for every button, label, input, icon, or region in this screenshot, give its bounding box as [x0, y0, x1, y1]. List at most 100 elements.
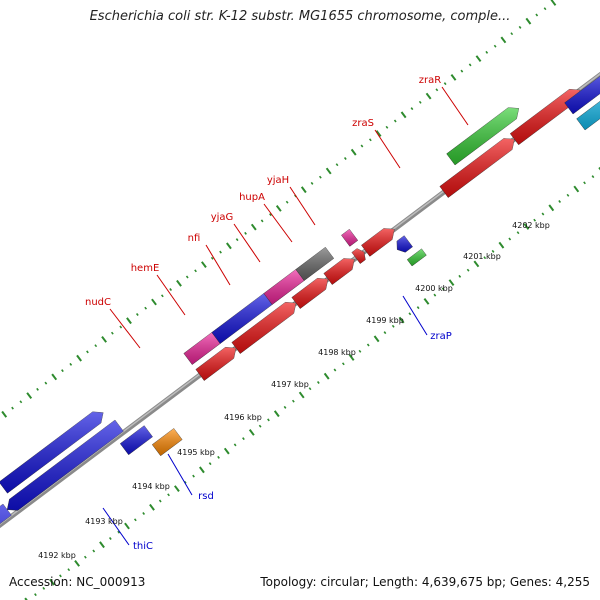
inner-tick: [583, 181, 586, 185]
gene-label-zraS[interactable]: zraS: [352, 118, 374, 129]
leader-zraR: [441, 86, 469, 126]
gene-label-zraP[interactable]: zraP: [430, 331, 452, 342]
leader-yjaH: [289, 186, 316, 226]
gene-hemE-shade: [211, 293, 273, 344]
inner-tick: [423, 298, 430, 305]
gene-yjaG-shade: [295, 247, 334, 281]
inner-tick: [99, 541, 105, 549]
leader-thiC: [102, 507, 130, 546]
gene-label-nudC[interactable]: nudC: [85, 297, 111, 308]
inner-tick: [108, 537, 112, 540]
outer-tick: [19, 400, 23, 404]
outer-tick: [126, 317, 132, 325]
scale-label: 4196 kbp: [224, 413, 262, 422]
gene-zraS-part-shade: [439, 138, 515, 198]
outer-tick: [500, 36, 507, 44]
gene-label-zraR[interactable]: zraR: [419, 75, 441, 86]
outer-tick: [443, 82, 447, 86]
gene-label-hupA[interactable]: hupA: [239, 192, 265, 203]
inner-tick: [473, 260, 480, 268]
gene-reverse-shade: [7, 420, 124, 511]
inner-tick: [383, 331, 387, 335]
inner-tick: [59, 574, 62, 578]
outer-tick: [518, 25, 522, 29]
leader-rsd: [167, 453, 193, 496]
outer-tick: [543, 7, 547, 11]
gene-zraP-shade: [407, 248, 427, 266]
inner-tick: [316, 381, 320, 384]
inner-tick: [233, 443, 237, 447]
label-leaders: [102, 86, 469, 546]
outer-tick: [368, 138, 372, 142]
outer-tick: [550, 0, 557, 6]
outer-tick: [235, 238, 239, 242]
gene-label-thiC[interactable]: thiC: [133, 541, 153, 552]
gene-label-rsd[interactable]: rsd: [198, 491, 214, 502]
inner-tick: [42, 586, 46, 590]
gene-reverse-shade: [0, 504, 12, 524]
inner-tick: [124, 522, 130, 530]
inner-tick: [192, 474, 195, 478]
gene-label-hemE[interactable]: hemE: [131, 263, 160, 274]
outer-tick: [69, 362, 73, 366]
inner-tick: [433, 293, 437, 297]
scale-label: 4198 kbp: [318, 348, 356, 357]
gene-forward-shade: [231, 302, 296, 354]
inner-tick: [398, 316, 405, 324]
outer-tick: [385, 125, 389, 129]
inner-tick: [167, 493, 170, 497]
gene-label-nfi[interactable]: nfi: [188, 233, 201, 244]
outer-tick: [335, 163, 339, 167]
outer-tick: [101, 336, 107, 343]
inner-tick: [74, 559, 80, 567]
gene-forward-shade: [576, 101, 600, 130]
inner-tick: [273, 410, 280, 418]
outer-tick: [535, 13, 539, 17]
outer-tick: [11, 406, 14, 410]
inner-tick: [341, 362, 345, 366]
gene-forward-shade: [195, 347, 236, 381]
outer-tick: [194, 269, 197, 273]
scale-label: 4193 kbp: [85, 517, 123, 526]
inner-tick: [491, 249, 495, 253]
inner-tick: [391, 324, 395, 328]
outer-tick: [94, 344, 98, 348]
outer-tick: [325, 167, 332, 175]
gene-label-yjaG[interactable]: yjaG: [211, 212, 234, 223]
scale-label: 4200 kbp: [415, 284, 453, 293]
outer-tick: [510, 32, 514, 36]
outer-tick: [300, 186, 307, 194]
inner-tick: [223, 447, 230, 455]
outer-tick: [151, 298, 157, 306]
outer-tick: [219, 250, 222, 254]
outer-tick: [26, 392, 33, 399]
inner-tick: [199, 466, 205, 474]
outer-tick: [425, 92, 432, 100]
outer-tick: [1, 410, 8, 418]
accession-label: Accession: NC_000913: [9, 575, 146, 589]
gene-forward-shade: [351, 248, 366, 264]
inner-tick: [158, 499, 162, 503]
inner-tick: [566, 193, 570, 197]
outer-tick: [493, 44, 497, 48]
inner-tick: [523, 223, 530, 230]
inner-tick: [516, 231, 520, 235]
outer-tick: [525, 17, 532, 25]
inner-tick: [208, 462, 212, 466]
outer-tick: [36, 387, 39, 391]
outer-tick: [460, 69, 464, 73]
outer-tick: [160, 294, 164, 298]
leader-yjaG: [233, 223, 261, 263]
gene-label-yjaH[interactable]: yjaH: [267, 175, 289, 186]
inner-tick: [83, 555, 87, 559]
inner-tick: [466, 268, 470, 272]
scale-label: 4199 kbp: [366, 316, 404, 325]
inner-tick: [591, 175, 595, 179]
inner-tick: [142, 512, 146, 515]
outer-tick: [250, 223, 257, 231]
inner-tick: [533, 218, 537, 222]
inner-tick: [323, 372, 330, 380]
inner-tick: [67, 568, 71, 572]
